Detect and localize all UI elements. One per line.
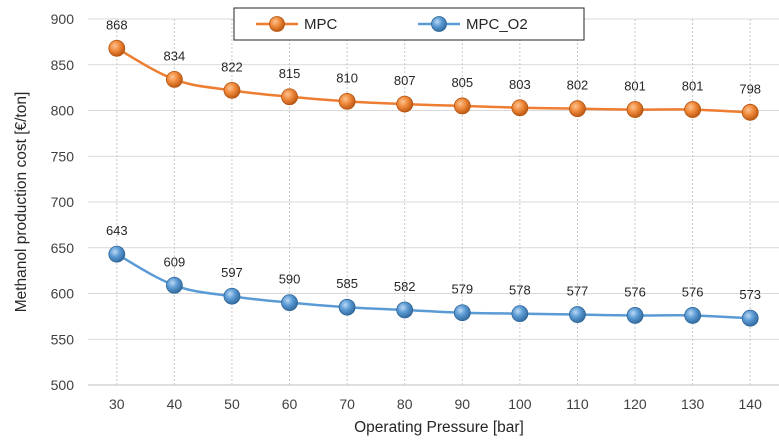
data-labels: 868 834 822 815 810 807 805 803 802 801 801 798 643 6… xyxy=(106,17,761,302)
x-tick-label-70: 70 xyxy=(339,396,355,412)
data-point-mpc-o2-140 xyxy=(741,309,759,327)
data-point-mpc-o2-80 xyxy=(396,301,414,319)
x-tick-label-130: 130 xyxy=(681,396,705,412)
x-tick-label-80: 80 xyxy=(397,396,413,412)
data-label-mpc-o2-120: 576 xyxy=(624,284,646,299)
y-tick-label-550: 550 xyxy=(51,331,75,347)
data-label-mpc-120: 801 xyxy=(624,79,646,94)
data-label-mpc-100: 803 xyxy=(509,77,531,92)
y-tick-label-800: 800 xyxy=(51,103,75,119)
x-tick-label-90: 90 xyxy=(455,396,471,412)
data-point-mpc-110 xyxy=(569,100,586,118)
data-point-mpc-o2-100 xyxy=(511,305,529,323)
x-axis-ticks: 30 40 50 60 70 80 90 100 110 120 130 140 xyxy=(109,396,762,412)
data-label-mpc-o2-40: 609 xyxy=(164,254,186,269)
series-line-mpc xyxy=(116,47,751,114)
x-tick-label-120: 120 xyxy=(623,396,647,412)
data-label-mpc-60: 815 xyxy=(279,66,301,81)
y-tick-label-750: 750 xyxy=(51,148,75,164)
y-tick-label-650: 650 xyxy=(51,240,75,256)
data-point-mpc-90 xyxy=(453,97,471,115)
data-label-mpc-50: 822 xyxy=(221,59,243,74)
data-point-mpc-o2-60 xyxy=(281,294,298,312)
data-label-mpc-o2-50: 597 xyxy=(221,265,243,280)
data-point-mpc-o2-120 xyxy=(626,307,644,324)
legend-label-mpc: MPC xyxy=(304,16,338,33)
data-point-mpc-o2-110 xyxy=(569,306,586,323)
data-label-mpc-o2-70: 585 xyxy=(336,276,358,291)
y-tick-label-700: 700 xyxy=(51,194,75,210)
data-label-mpc-30: 868 xyxy=(106,17,128,32)
data-label-mpc-o2-140: 573 xyxy=(739,287,761,302)
legend-marker-mpc-o2 xyxy=(431,16,447,32)
data-label-mpc-o2-90: 579 xyxy=(451,282,473,297)
y-tick-label-900: 900 xyxy=(51,11,75,27)
data-point-mpc-o2-40 xyxy=(165,276,183,294)
data-point-mpc-40 xyxy=(165,70,183,88)
data-point-mpc-30 xyxy=(108,39,126,57)
data-label-mpc-70: 810 xyxy=(336,70,358,85)
data-point-mpc-o2-130 xyxy=(684,307,702,324)
legend-item-mpc-o2: MPC_O2 xyxy=(418,16,528,33)
data-point-mpc-60 xyxy=(281,88,298,106)
data-point-mpc-o2-70 xyxy=(338,298,356,316)
data-label-mpc-o2-130: 576 xyxy=(682,284,704,299)
y-tick-label-500: 500 xyxy=(51,377,75,393)
data-label-mpc-o2-100: 578 xyxy=(509,283,531,298)
x-tick-label-60: 60 xyxy=(282,396,298,412)
data-point-mpc-o2-30 xyxy=(108,245,126,263)
series-group xyxy=(108,39,759,327)
data-label-mpc-90: 805 xyxy=(451,75,473,90)
legend-marker-mpc xyxy=(269,16,285,32)
legend-item-mpc: MPC xyxy=(256,16,338,33)
x-tick-label-140: 140 xyxy=(739,396,763,412)
data-point-mpc-100 xyxy=(511,99,529,117)
data-point-mpc-o2-90 xyxy=(453,304,471,322)
y-tick-label-850: 850 xyxy=(51,57,75,73)
data-label-mpc-110: 802 xyxy=(567,78,589,93)
data-point-mpc-140 xyxy=(741,103,759,121)
data-point-mpc-50 xyxy=(223,81,241,99)
y-axis-title: Methanol production cost [€/ton] xyxy=(13,92,30,313)
x-tick-label-110: 110 xyxy=(566,396,589,412)
x-tick-label-50: 50 xyxy=(224,396,240,412)
data-label-mpc-80: 807 xyxy=(394,73,416,88)
data-label-mpc-o2-80: 582 xyxy=(394,279,416,294)
data-label-mpc-o2-60: 590 xyxy=(279,272,301,287)
y-axis-ticks: 500 550 600 650 700 750 800 850 900 xyxy=(51,11,75,393)
x-tick-label-40: 40 xyxy=(167,396,183,412)
y-tick-label-600: 600 xyxy=(51,286,75,302)
data-point-mpc-80 xyxy=(396,95,414,113)
x-axis-title: Operating Pressure [bar] xyxy=(354,419,524,436)
data-label-mpc-130: 801 xyxy=(682,79,704,94)
data-label-mpc-40: 834 xyxy=(164,48,186,63)
legend: MPC MPC_O2 xyxy=(233,7,585,41)
gridlines xyxy=(88,18,779,386)
data-label-mpc-o2-30: 643 xyxy=(106,223,128,238)
data-label-mpc-140: 798 xyxy=(739,81,761,96)
data-point-mpc-120 xyxy=(626,101,644,118)
x-tick-label-100: 100 xyxy=(508,396,532,412)
data-point-mpc-70 xyxy=(338,92,356,110)
series-line-mpc-o2 xyxy=(116,253,751,320)
data-point-mpc-o2-50 xyxy=(223,287,241,305)
data-point-mpc-130 xyxy=(684,101,702,118)
x-tick-label-30: 30 xyxy=(109,396,125,412)
data-label-mpc-o2-110: 577 xyxy=(567,284,589,299)
legend-label-mpc-o2: MPC_O2 xyxy=(466,16,528,33)
